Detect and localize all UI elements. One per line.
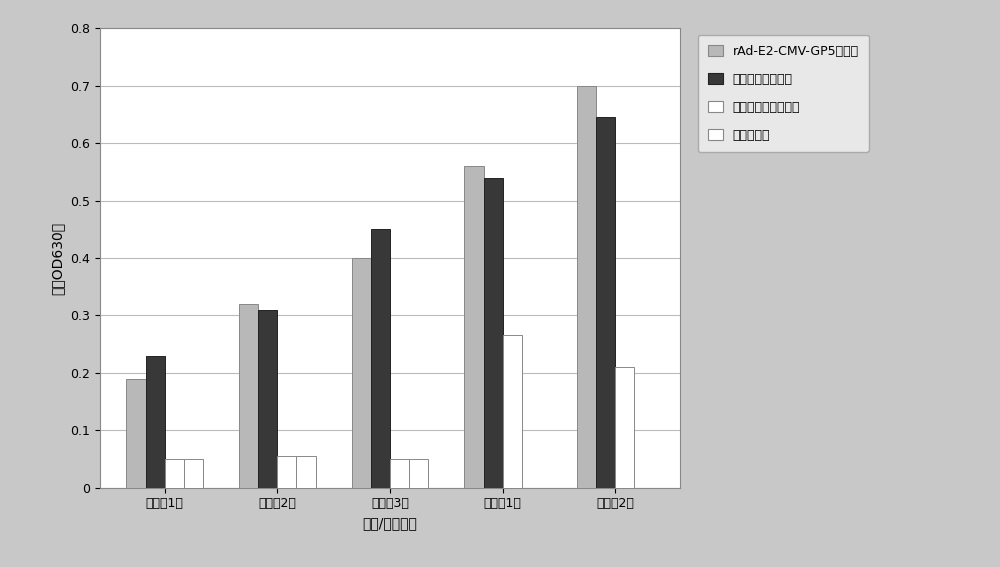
Bar: [503, 336, 522, 488]
Bar: [577, 86, 596, 488]
X-axis label: 免疫/攻毕时间: 免疫/攻毕时间: [363, 516, 417, 530]
Bar: [277, 456, 296, 488]
Bar: [409, 459, 428, 488]
Bar: [126, 379, 146, 488]
Bar: [184, 459, 203, 488]
Bar: [296, 456, 316, 488]
Bar: [464, 166, 484, 488]
Bar: [352, 258, 371, 488]
Legend: rAd-E2-CMV-GP5免疫组, 猪瘟脾淡苗免疫组, 非重组腺病毒免疫组, 空白对照组: rAd-E2-CMV-GP5免疫组, 猪瘟脾淡苗免疫组, 非重组腺病毒免疫组, …: [698, 35, 869, 151]
Bar: [239, 304, 258, 488]
Bar: [165, 459, 184, 488]
Bar: [615, 367, 634, 488]
Bar: [146, 356, 165, 488]
Bar: [596, 117, 615, 488]
Bar: [390, 459, 409, 488]
Bar: [484, 177, 503, 488]
Bar: [258, 310, 277, 488]
Bar: [371, 229, 390, 488]
Y-axis label: 血清OD630値: 血清OD630値: [51, 222, 65, 294]
